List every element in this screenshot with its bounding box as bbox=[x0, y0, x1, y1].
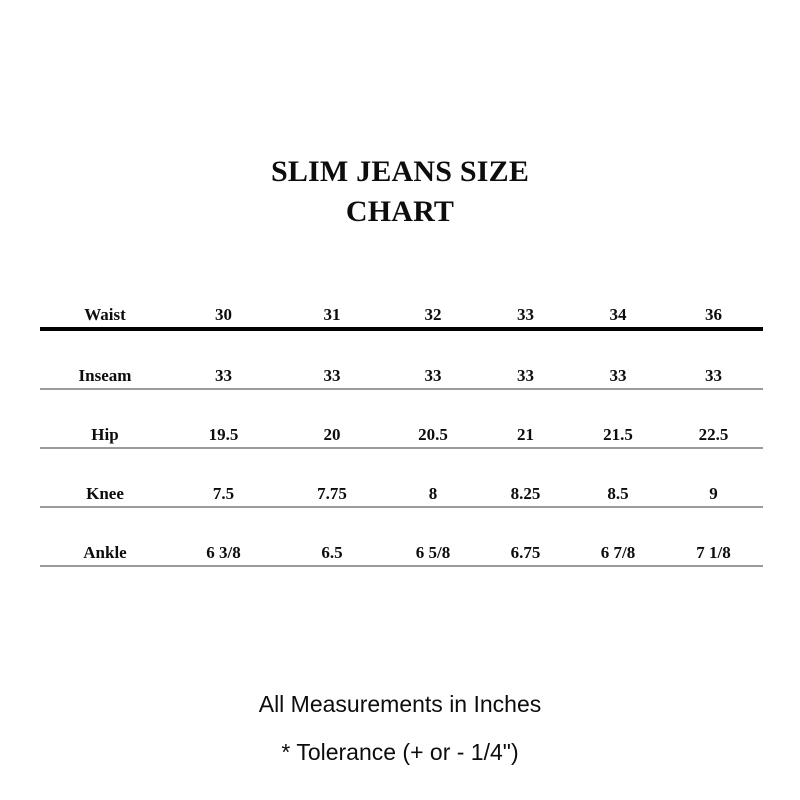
row-label-hip: Hip bbox=[40, 416, 170, 449]
cell-hip-6: 22.5 bbox=[664, 416, 763, 449]
row-label-knee: Knee bbox=[40, 475, 170, 508]
cell-waist-6: 36 bbox=[664, 296, 763, 331]
cell-inseam-4: 33 bbox=[479, 357, 572, 390]
tolerance-note: * Tolerance (+ or - 1/4") bbox=[281, 739, 519, 765]
cell-ankle-1: 6 3/8 bbox=[170, 534, 277, 567]
cell-knee-1: 7.5 bbox=[170, 475, 277, 508]
cell-knee-6: 9 bbox=[664, 475, 763, 508]
cell-waist-4: 33 bbox=[479, 296, 572, 331]
title-line-1: SLIM JEANS SIZE bbox=[270, 155, 530, 188]
cell-hip-1: 19.5 bbox=[170, 416, 277, 449]
footer-notes: All Measurements in Inches * Tolerance (… bbox=[0, 680, 800, 776]
cell-waist-1: 30 bbox=[170, 296, 277, 331]
table-row: Knee 7.5 7.75 8 8.25 8.5 9 bbox=[40, 475, 763, 508]
table-row: Ankle 6 3/8 6.5 6 5/8 6.75 6 7/8 7 1/8 bbox=[40, 534, 763, 567]
cell-knee-4: 8.25 bbox=[479, 475, 572, 508]
cell-hip-3: 20.5 bbox=[387, 416, 479, 449]
cell-inseam-6: 33 bbox=[664, 357, 763, 390]
cell-hip-4: 21 bbox=[479, 416, 572, 449]
cell-knee-3: 8 bbox=[387, 475, 479, 508]
table-row: Hip 19.5 20 20.5 21 21.5 22.5 bbox=[40, 416, 763, 449]
cell-inseam-3: 33 bbox=[387, 357, 479, 390]
size-chart-table: Waist 30 31 32 33 34 36 Inseam 33 33 33 … bbox=[40, 296, 763, 567]
cell-ankle-4: 6.75 bbox=[479, 534, 572, 567]
row-label-inseam: Inseam bbox=[40, 357, 170, 390]
cell-ankle-5: 6 7/8 bbox=[572, 534, 664, 567]
cell-waist-5: 34 bbox=[572, 296, 664, 331]
row-spacer bbox=[40, 507, 763, 534]
cell-inseam-1: 33 bbox=[170, 357, 277, 390]
cell-hip-5: 21.5 bbox=[572, 416, 664, 449]
cell-hip-2: 20 bbox=[277, 416, 387, 449]
page-title: SLIM JEANS SIZE CHART bbox=[0, 152, 800, 232]
table-row: Waist 30 31 32 33 34 36 bbox=[40, 296, 763, 331]
cell-ankle-2: 6.5 bbox=[277, 534, 387, 567]
row-spacer bbox=[40, 329, 763, 357]
cell-waist-2: 31 bbox=[277, 296, 387, 331]
cell-ankle-6: 7 1/8 bbox=[664, 534, 763, 567]
cell-inseam-2: 33 bbox=[277, 357, 387, 390]
table-row: Inseam 33 33 33 33 33 33 bbox=[40, 357, 763, 390]
cell-ankle-3: 6 5/8 bbox=[387, 534, 479, 567]
row-label-waist: Waist bbox=[40, 296, 170, 331]
cell-knee-2: 7.75 bbox=[277, 475, 387, 508]
measurement-units-note: All Measurements in Inches bbox=[258, 691, 542, 717]
cell-waist-3: 32 bbox=[387, 296, 479, 331]
row-label-ankle: Ankle bbox=[40, 534, 170, 567]
row-spacer bbox=[40, 389, 763, 416]
row-spacer bbox=[40, 448, 763, 475]
title-line-2: CHART bbox=[345, 195, 455, 228]
cell-knee-5: 8.5 bbox=[572, 475, 664, 508]
cell-inseam-5: 33 bbox=[572, 357, 664, 390]
